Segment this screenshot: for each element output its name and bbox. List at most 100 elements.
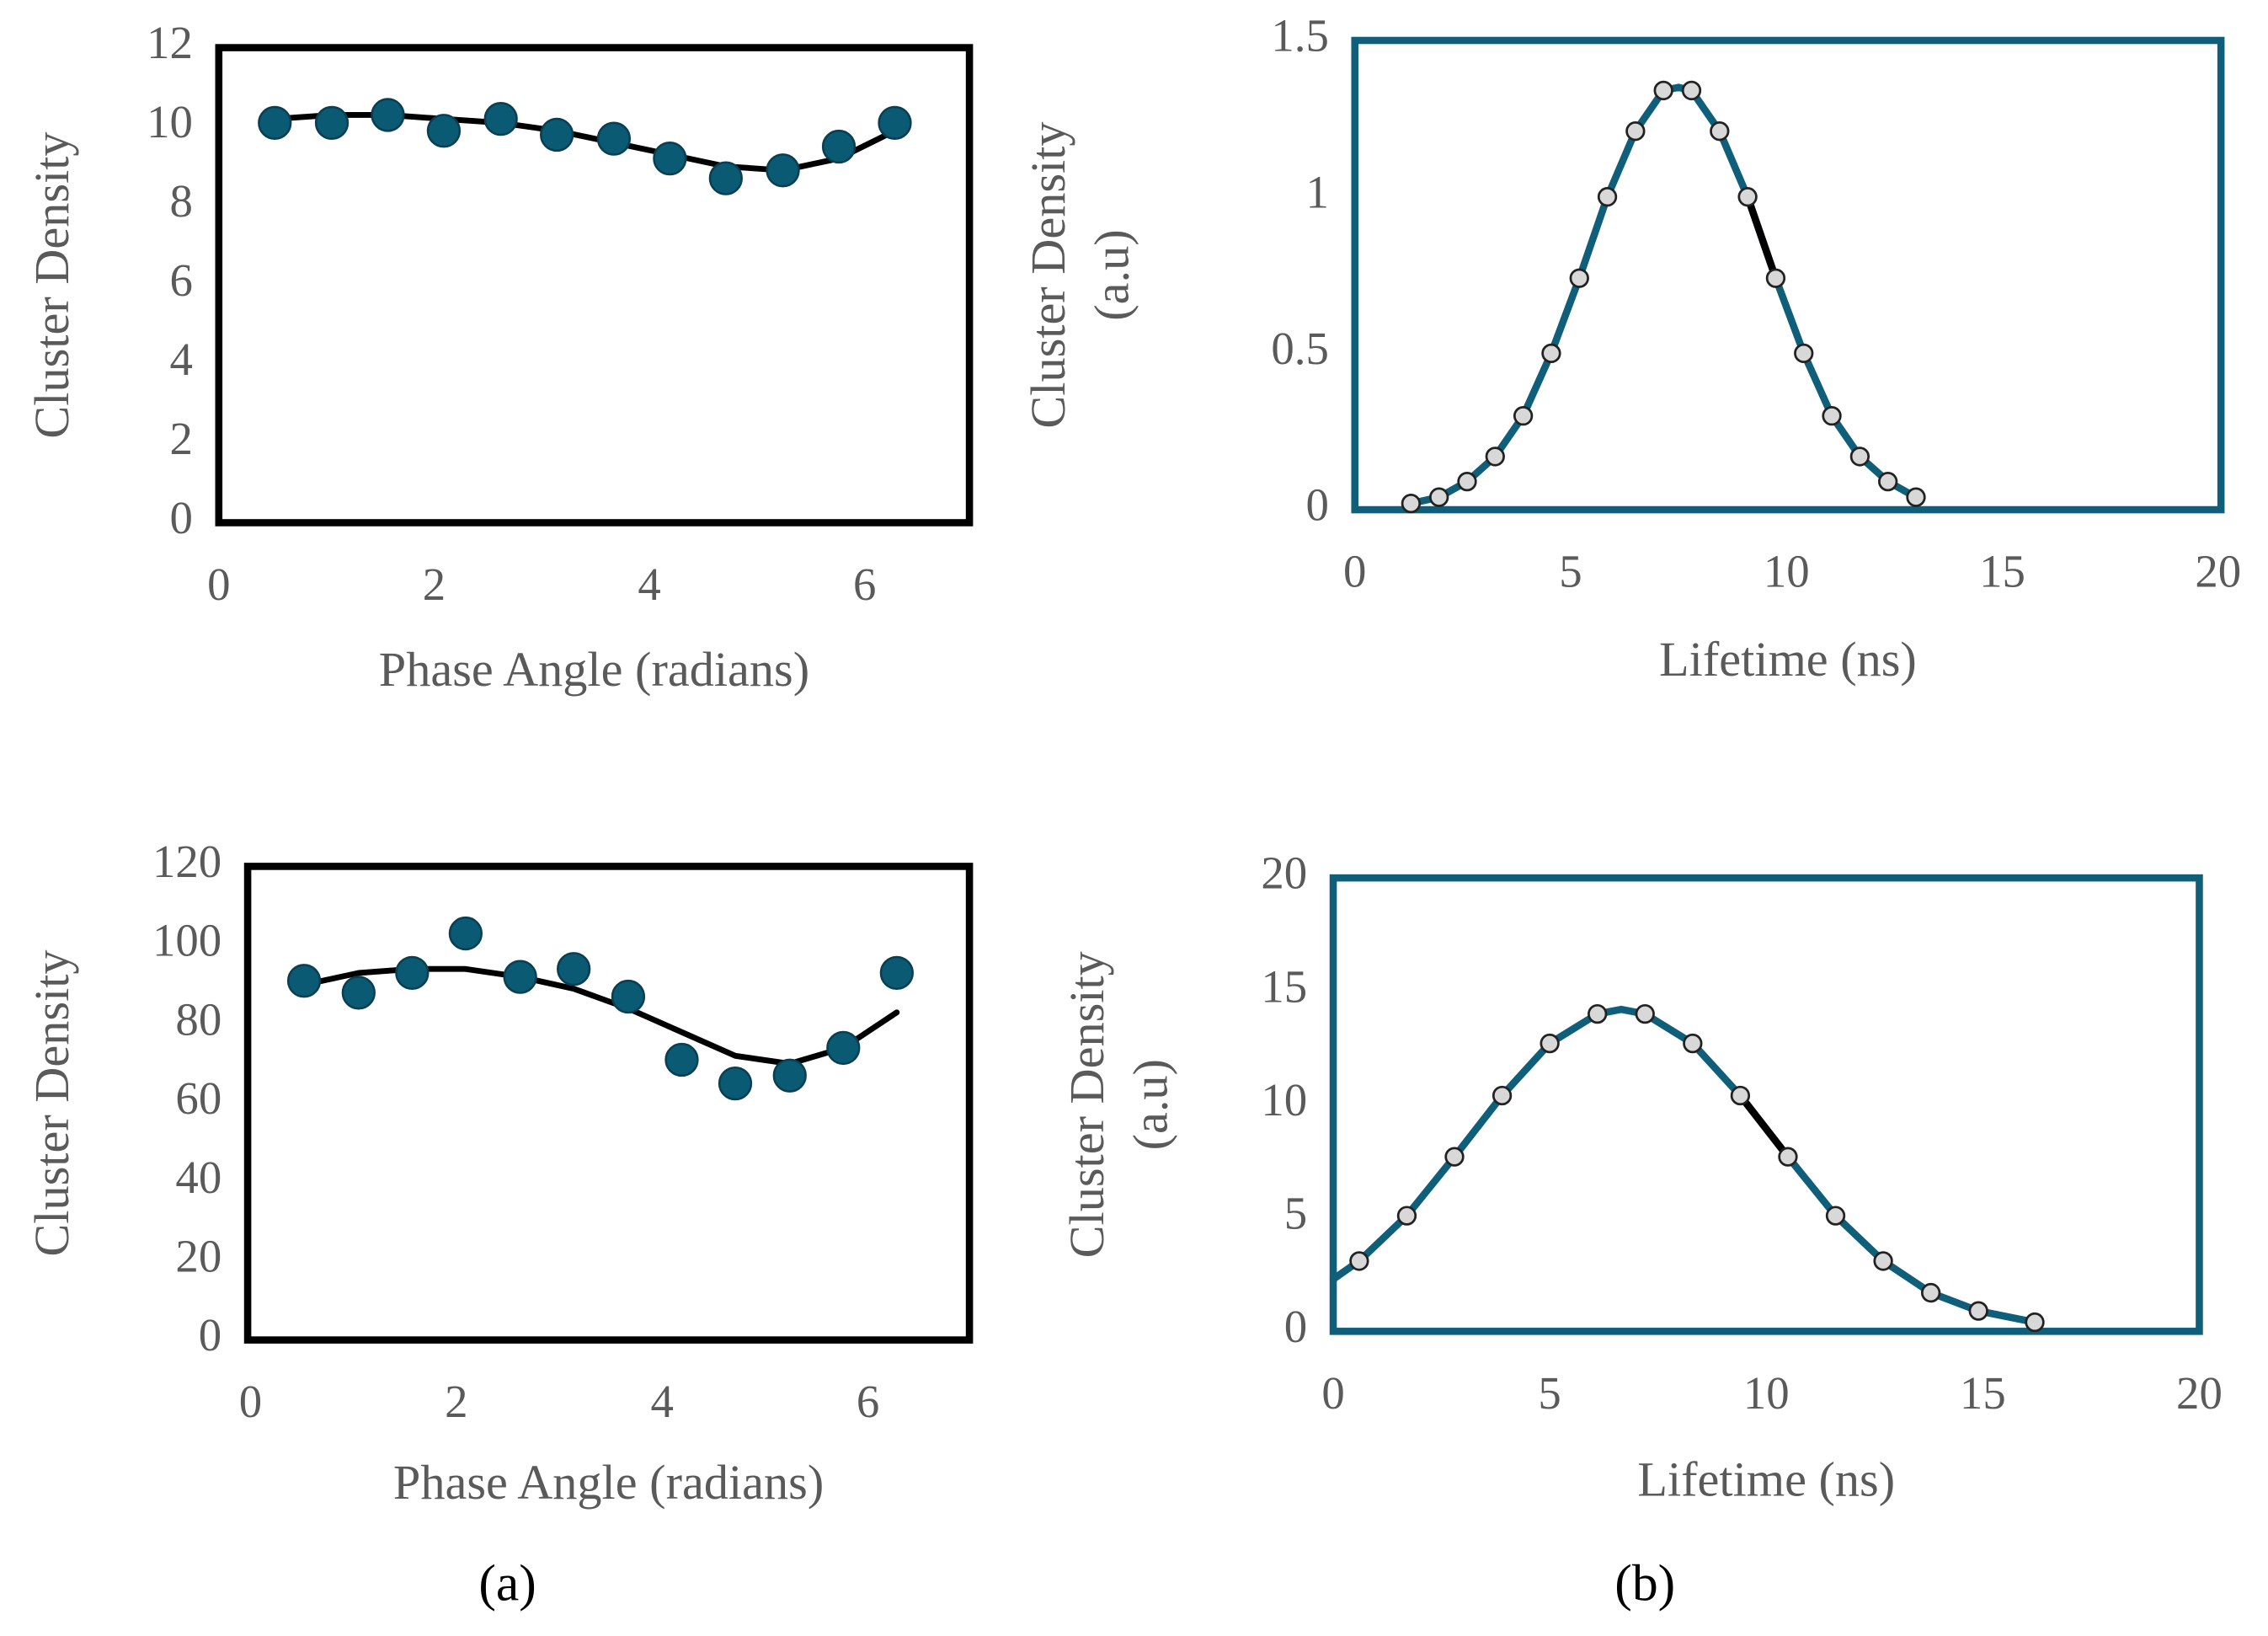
data-point [1540, 1033, 1560, 1054]
data-point [426, 114, 462, 148]
data-point [1794, 343, 1814, 364]
data-point [664, 1042, 699, 1077]
plot-frame [215, 44, 974, 527]
fit-line [1743, 193, 1780, 282]
data-point [596, 121, 632, 156]
x-tick-label: 10 [1764, 545, 1810, 596]
data-point [448, 916, 483, 951]
x-tick-label: 10 [1743, 1367, 1790, 1419]
x-axis-label: Phase Angle (radians) [393, 1455, 824, 1510]
data-point [371, 98, 405, 132]
plot-frame [1329, 874, 2203, 1335]
data-point [1710, 121, 1730, 142]
data-point [1906, 487, 1926, 507]
y-tick-label: 0 [1305, 479, 1328, 531]
data-point [1444, 1147, 1465, 1167]
y-tick-label: 20 [1261, 847, 1307, 899]
data-point [1653, 80, 1673, 101]
x-tick-label: 6 [857, 1376, 879, 1427]
data-point [879, 955, 914, 991]
y-tick-label: 5 [1284, 1187, 1307, 1238]
y-tick-label: 6 [170, 254, 193, 306]
data-point [1778, 1147, 1798, 1167]
data-point [1597, 187, 1618, 207]
plot-frame-inner [223, 52, 965, 518]
data-point [503, 960, 537, 994]
y-tick-label: 0.5 [1271, 323, 1329, 374]
y-tick-label: 1 [1305, 166, 1328, 217]
y-tick-label: 12 [147, 17, 193, 68]
x-axis-label: Lifetime (ns) [1659, 632, 1917, 687]
x-tick-label: 5 [1538, 1367, 1561, 1419]
data-point [1683, 1033, 1703, 1054]
y-tick-label: 10 [147, 96, 193, 147]
x-tick-label: 20 [2195, 545, 2241, 596]
data-point [1625, 121, 1646, 142]
data-point [1737, 187, 1758, 207]
data-point [2025, 1312, 2045, 1333]
fit-line [1737, 1092, 1792, 1161]
x-tick-label: 2 [423, 559, 446, 610]
y-axis-label: (a.u) [1084, 229, 1139, 320]
y-axis-label: Cluster Density [24, 949, 79, 1256]
data-point [1492, 1085, 1513, 1106]
data-point [1569, 268, 1589, 288]
data-point [483, 102, 518, 136]
y-tick-label: 120 [152, 836, 221, 887]
data-point [708, 161, 743, 195]
plot-frame [243, 863, 974, 1344]
y-tick-label: 20 [175, 1231, 221, 1282]
y-axis-label: Cluster Density [1021, 121, 1075, 428]
data-point [772, 1058, 807, 1093]
data-point [1588, 1003, 1608, 1024]
x-tick-label: 6 [853, 559, 876, 610]
data-point [611, 979, 646, 1014]
data-point [395, 955, 430, 991]
data-point [766, 153, 800, 188]
data-point [653, 142, 687, 176]
data-point [1825, 1206, 1846, 1226]
data-point [1730, 1085, 1751, 1106]
data-point [1635, 1003, 1655, 1024]
data-point [1429, 487, 1449, 507]
y-axis-label: (a.u) [1123, 1059, 1178, 1150]
y-tick-label: 4 [170, 334, 193, 385]
data-point [1457, 471, 1477, 492]
fit-line [1407, 83, 1920, 507]
data-point [1822, 405, 1842, 426]
x-tick-label: 0 [239, 1376, 262, 1427]
fit-line [1329, 1005, 2039, 1326]
x-tick-label: 4 [638, 559, 660, 610]
plot-frame [1351, 36, 2225, 514]
data-point [718, 1066, 753, 1101]
y-tick-label: 40 [175, 1152, 221, 1203]
x-tick-label: 0 [1321, 1367, 1344, 1419]
data-point [341, 976, 376, 1010]
data-point [1681, 80, 1702, 101]
data-point [1396, 1206, 1417, 1226]
panel-label: (b) [1614, 1555, 1675, 1612]
data-point [1849, 446, 1870, 467]
data-point [826, 1030, 861, 1066]
x-tick-label: 0 [1343, 545, 1366, 596]
y-tick-label: 15 [1261, 960, 1307, 1012]
data-point [878, 105, 912, 140]
data-point [1878, 471, 1898, 492]
x-tick-label: 0 [207, 559, 230, 610]
x-tick-label: 4 [651, 1376, 674, 1427]
y-tick-label: 2 [170, 413, 193, 464]
fit-line [301, 965, 900, 1067]
y-tick-label: 100 [152, 915, 221, 966]
y-tick-label: 0 [1284, 1301, 1307, 1352]
data-point [540, 117, 574, 152]
x-tick-label: 15 [1960, 1367, 2006, 1419]
y-tick-label: 0 [170, 492, 193, 543]
x-axis-label: Lifetime (ns) [1637, 1452, 1895, 1506]
x-tick-label: 5 [1559, 545, 1582, 596]
y-tick-label: 0 [199, 1309, 221, 1361]
data-point [1920, 1282, 1941, 1303]
y-axis-label: Cluster Density [1059, 951, 1114, 1258]
x-tick-label: 15 [1979, 545, 2025, 596]
data-point [1485, 446, 1505, 467]
